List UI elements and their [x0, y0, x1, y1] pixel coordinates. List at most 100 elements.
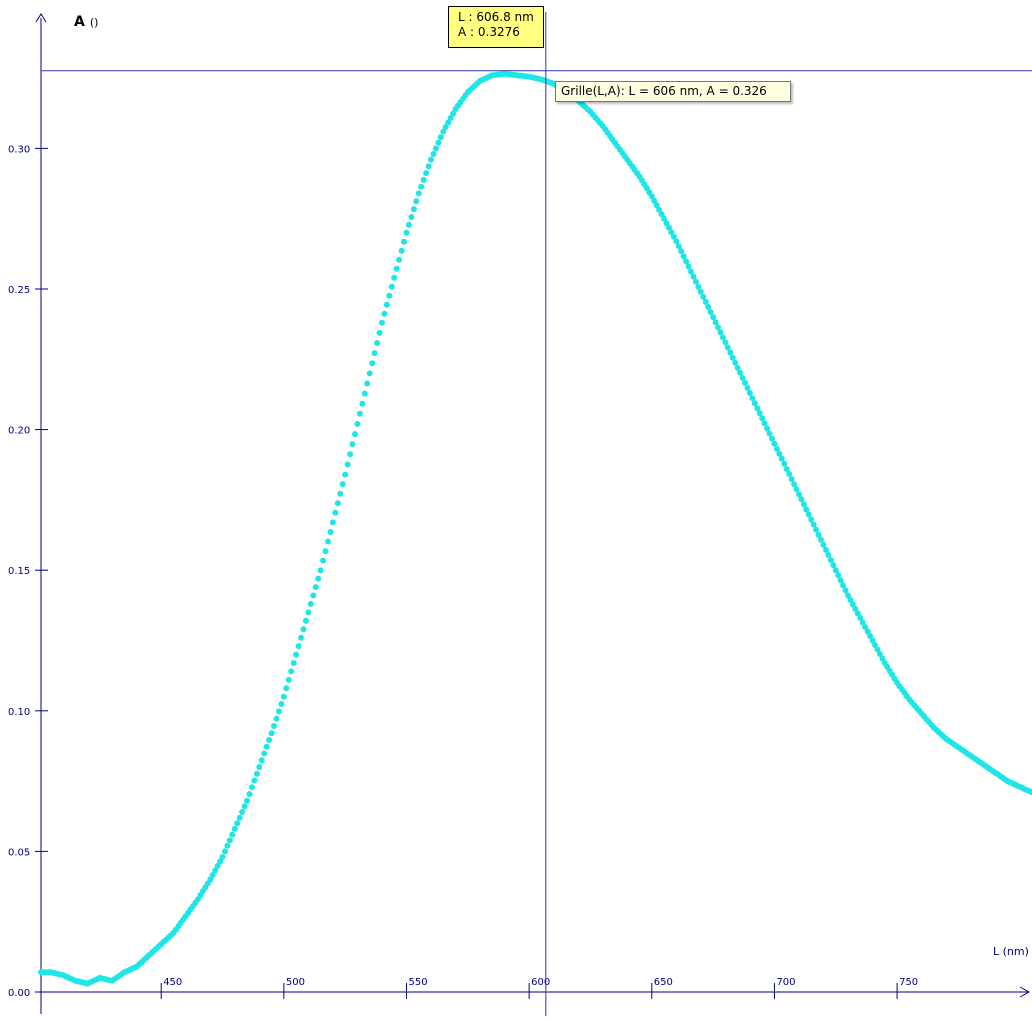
data-point: [759, 415, 765, 421]
data-point: [825, 552, 831, 558]
data-point: [293, 652, 299, 658]
data-point: [779, 456, 785, 462]
data-point: [379, 320, 385, 326]
data-point: [274, 716, 280, 722]
data-point: [781, 461, 787, 467]
data-point: [676, 243, 682, 249]
data-point: [801, 501, 807, 507]
y-tick-label: 0.15: [8, 566, 30, 577]
y-axis-title: A(): [74, 14, 98, 30]
data-point: [310, 593, 316, 599]
data-point: [428, 157, 434, 163]
data-point: [727, 350, 733, 356]
data-point: [229, 832, 235, 838]
point-tooltip: Grille(L,A): L = 606 nm, A = 0.326: [555, 81, 791, 102]
data-point: [247, 791, 253, 797]
data-point: [431, 151, 437, 157]
x-tick-label: 550: [408, 977, 427, 988]
data-point: [269, 730, 275, 736]
data-point: [408, 214, 414, 220]
data-point: [426, 163, 432, 169]
data-point: [389, 284, 395, 290]
x-tick-label: 600: [531, 977, 550, 988]
data-point: [227, 837, 233, 843]
x-tick-label: 750: [899, 977, 918, 988]
x-tick-label: 500: [286, 977, 305, 988]
data-point: [791, 481, 797, 487]
data-point: [747, 390, 753, 396]
data-point: [686, 264, 692, 270]
data-point: [416, 190, 422, 196]
data-point: [715, 324, 721, 330]
data-point: [762, 420, 768, 426]
data-point: [281, 694, 287, 700]
data-point: [337, 491, 343, 497]
data-point: [423, 170, 429, 176]
cursor-readout-y: A : 0.3276: [458, 25, 543, 40]
data-point: [695, 284, 701, 290]
data-point: [305, 609, 311, 615]
data-point: [418, 184, 424, 190]
data-point: [833, 567, 839, 573]
data-point: [798, 496, 804, 502]
data-series: [38, 71, 1032, 987]
data-point: [271, 723, 277, 729]
data-point: [222, 848, 228, 854]
data-point: [362, 391, 368, 397]
data-point: [364, 381, 370, 387]
data-point: [394, 266, 400, 272]
data-point: [843, 587, 849, 593]
data-point: [303, 618, 309, 624]
data-point: [369, 360, 375, 366]
data-point: [254, 771, 260, 777]
data-point: [367, 370, 373, 376]
data-point: [359, 401, 365, 407]
data-point: [315, 576, 321, 582]
data-point: [730, 355, 736, 361]
axes: [35, 14, 1029, 1014]
y-ticks: 0.000.050.100.150.200.250.30: [8, 144, 48, 999]
data-point: [742, 380, 748, 386]
data-point: [347, 451, 353, 457]
y-tick-label: 0.05: [8, 847, 30, 858]
data-point: [372, 350, 378, 356]
x-tick-label: 450: [163, 977, 182, 988]
y-tick-label: 0.30: [8, 144, 30, 155]
data-point: [786, 471, 792, 477]
data-point: [264, 744, 270, 750]
data-point: [691, 274, 697, 280]
data-point: [391, 275, 397, 281]
data-point: [313, 584, 319, 590]
data-point: [345, 462, 351, 468]
data-point: [276, 708, 282, 714]
data-point: [406, 222, 412, 228]
data-point: [769, 436, 775, 442]
data-point: [703, 299, 709, 305]
data-point: [678, 248, 684, 254]
data-point: [399, 248, 405, 254]
data-point: [413, 198, 419, 204]
data-point: [381, 311, 387, 317]
cursor-readout: L : 606.8 nm A : 0.3276: [448, 6, 544, 48]
data-point: [261, 751, 267, 757]
data-point: [335, 500, 341, 506]
data-point: [256, 764, 262, 770]
data-point: [288, 668, 294, 674]
data-point: [232, 826, 238, 832]
data-point: [794, 486, 800, 492]
data-point: [298, 635, 304, 641]
data-point: [722, 339, 728, 345]
data-point: [438, 134, 444, 140]
data-point: [767, 431, 773, 437]
data-point: [308, 601, 314, 607]
data-point: [754, 405, 760, 411]
cursor-crosshair[interactable]: [41, 12, 1032, 1016]
data-point: [374, 340, 380, 346]
data-point: [357, 411, 363, 417]
data-point: [244, 798, 250, 804]
data-point: [830, 562, 836, 568]
data-point: [354, 421, 360, 427]
cursor-readout-x: L : 606.8 nm: [458, 10, 543, 25]
y-tick-label: 0.00: [8, 988, 30, 999]
